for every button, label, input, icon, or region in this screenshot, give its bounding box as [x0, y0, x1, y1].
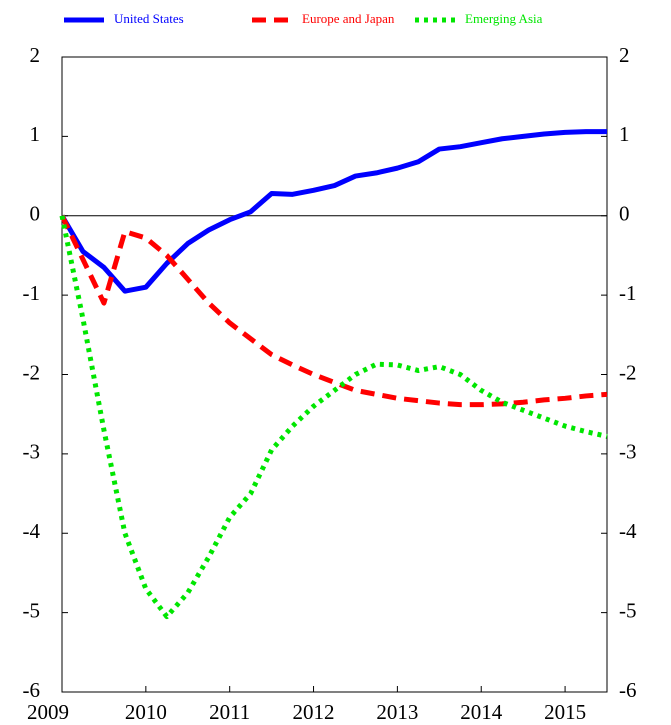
y2-tick-label: -6 [619, 678, 637, 702]
line-series [59, 214, 608, 408]
y-tick-label: 0 [30, 202, 41, 226]
x-tick-label: 2013 [376, 700, 418, 724]
x-tick-label: 2009 [27, 700, 69, 724]
y-tick-label: -4 [23, 519, 41, 543]
y2-tick-label: 2 [619, 43, 630, 67]
y2-tick-label: -1 [619, 281, 637, 305]
legend-label: United States [114, 11, 184, 26]
y-tick-label: 2 [30, 43, 41, 67]
y2-tick-label: -4 [619, 519, 637, 543]
y-tick-label: -5 [23, 598, 41, 622]
y-tick-label: -6 [23, 678, 41, 702]
legend-label: Emerging Asia [465, 11, 543, 26]
x-tick-label: 2011 [209, 700, 250, 724]
legend-label: Europe and Japan [302, 11, 395, 26]
y-tick-label: -2 [23, 360, 41, 384]
y2-tick-label: 1 [619, 122, 630, 146]
y2-tick-label: -2 [619, 360, 637, 384]
y-tick-label: -3 [23, 440, 41, 464]
x-tick-label: 2012 [293, 700, 335, 724]
y2-tick-label: -5 [619, 598, 637, 622]
plot-frame [61, 56, 608, 693]
y-tick-label: -1 [23, 281, 41, 305]
y-tick-label: 1 [30, 122, 41, 146]
y2-tick-label: 0 [619, 202, 630, 226]
y2-tick-label: -3 [619, 440, 637, 464]
line-series [59, 215, 608, 620]
x-tick-label: 2010 [125, 700, 167, 724]
line-series [59, 129, 607, 294]
x-tick-label: 2014 [460, 700, 503, 724]
x-tick-label: 2015 [544, 700, 586, 724]
